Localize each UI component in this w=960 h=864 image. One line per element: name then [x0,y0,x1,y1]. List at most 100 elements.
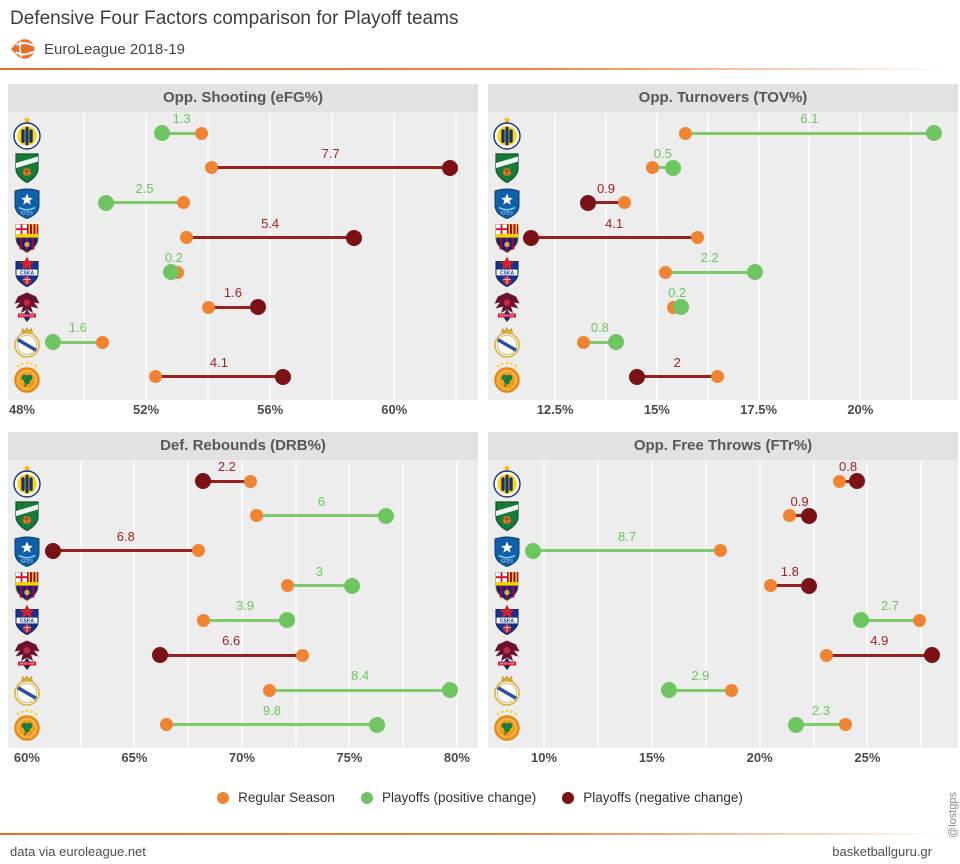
team-logo-zalgiris [492,499,522,533]
playoffs-negative-dot [345,229,362,246]
change-label: 2.2 [700,250,719,266]
regular-season-dot [280,579,294,593]
panel-title: Opp. Turnovers (TOV%) [488,84,958,112]
team-logo-real-madrid [492,325,522,359]
gridline [808,113,811,400]
team-logo-fenerbahce [12,116,42,150]
x-axis-opp-shooting-efg: 48% 52% 56% 60% [8,402,478,420]
change-label: 0.8 [590,320,609,336]
playoffs-positive-dot [153,125,170,141]
legend-item-playoffs-positive-change: Playoffs (positive change) [360,790,537,805]
team-logo-barcelona [492,569,522,603]
axis-tick: 15% [643,402,670,417]
svg-text:BASKONIA: BASKONIA [19,314,34,318]
playoffs-positive-dot [661,682,678,699]
regular-season-dot [646,161,660,175]
gridline [83,113,85,400]
panel-title: Opp. Free Throws (FTr%) [488,432,958,460]
team-logo-zalgiris [492,151,522,185]
regular-season-dot [819,648,833,662]
site-credit: basketballguru.gr [832,844,932,859]
playoffs-negative-dot [249,299,266,316]
author-handle: @lostgps [947,791,959,838]
change-label: 0.2 [668,285,687,301]
playoffs-positive-dot [97,194,114,211]
playoffs-positive-dot [852,612,869,629]
regular-season-dot [617,196,631,210]
playoffs-negative-dot [522,229,539,246]
team-logo-baskonia: BASKONIA [12,638,42,672]
playoffs-positive-dot [44,334,61,351]
playoffs-negative-dot [848,473,865,489]
axis-tick: 60% [13,750,40,765]
gridline [596,461,599,748]
team-logo-real-madrid [12,325,42,359]
team-logo-panathinaikos [492,708,522,742]
axis-tick: 52% [133,402,160,417]
dumbbell-line [186,236,354,240]
team-logo-baskonia: BASKONIA [492,290,522,324]
change-label: 5.4 [261,215,280,231]
team-logo-panathinaikos [12,360,42,394]
team-logo-anadolu-efes: EFES [492,186,522,220]
gridline [187,461,190,748]
x-axis-opp-turnovers-tov: 12.5% 15% 17.5% 20% [488,402,958,420]
change-label: 1.8 [780,563,799,579]
dumbbell-line [669,688,732,692]
regular-season-dot [263,683,277,697]
team-logo-real-madrid [12,673,42,707]
team-logo-cska-moscow: CSKA [12,255,42,289]
change-label: 3 [315,563,323,579]
gridline [812,461,815,748]
playoffs-negative-dot [801,577,818,594]
legend-dot [360,791,373,804]
regular-season-dot [295,648,309,662]
dumbbell-line [52,549,199,553]
team-logo-anadolu-efes: EFES [492,534,522,568]
dumbbell-line [839,479,857,483]
change-label: 0.9 [596,180,616,196]
change-label: 1.6 [68,320,87,336]
plot-area: 1.3 7.7 EFES 2.5 5.4 CSKA 0.2 BASKONIA 1… [8,84,478,400]
gridline [455,461,458,748]
plot-area: 0.8 0.9 EFES 8.7 1.8 CSKA 2.7 BASKONIA 4… [488,432,958,748]
gridline [207,113,210,400]
team-logo-anadolu-efes: EFES [12,534,42,568]
gridline [145,113,148,400]
team-logo-fenerbahce [492,116,522,150]
regular-season-dot [179,231,193,245]
x-axis-opp-free-throws-ftr: 10% 15% 20% 25% [488,750,958,768]
svg-text:EFES: EFES [501,558,513,563]
gridline [650,461,653,748]
dumbbell-line [105,201,184,205]
team-logo-panathinaikos [492,360,522,394]
plot-area: 6.1 0.5 EFES 0.9 4.1 CSKA 2.2 BASKONIA 0… [488,84,958,400]
regular-season-dot [176,196,190,210]
playoffs-positive-dot [369,716,386,733]
team-logo-barcelona [12,221,42,255]
playoffs-positive-dot [279,612,296,629]
panel-def-rebounds-drb: Def. Rebounds (DRB%) 2.2 6 EFES 6.8 3 CS… [8,432,478,748]
playoffs-positive-dot [608,334,625,351]
axis-tick: 12.5% [536,402,574,417]
change-label: 6.1 [800,111,819,126]
axis-tick: 25% [854,750,881,765]
dumbbell-line [652,166,674,170]
playoffs-positive-dot [673,299,690,316]
playoffs-positive-dot [442,682,459,699]
regular-season-dot [714,544,728,558]
legend-label: Playoffs (positive change) [381,790,537,805]
axis-tick: 15% [638,750,665,765]
dumbbell-line [587,201,625,205]
regular-season-dot [96,335,110,349]
change-label: 6.6 [222,633,241,649]
team-logo-zalgiris [12,151,42,185]
dumbbell-line [826,653,933,657]
dumbbell-line [796,723,846,727]
axis-tick: 65% [121,750,148,765]
svg-text:EFES: EFES [21,558,33,563]
svg-text:EFES: EFES [501,210,513,215]
axis-tick: 48% [8,402,35,417]
gridline [543,461,546,748]
team-logo-baskonia: BASKONIA [12,290,42,324]
